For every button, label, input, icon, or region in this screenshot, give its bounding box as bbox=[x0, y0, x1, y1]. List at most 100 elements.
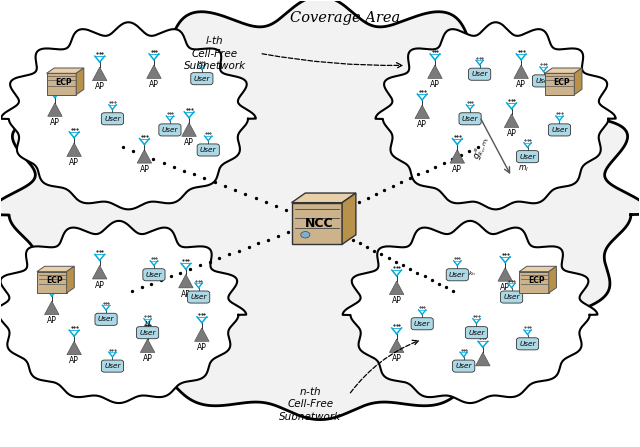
Text: ECP: ECP bbox=[554, 78, 570, 87]
Text: User: User bbox=[414, 321, 431, 327]
Polygon shape bbox=[92, 266, 107, 279]
FancyBboxPatch shape bbox=[136, 327, 159, 339]
Polygon shape bbox=[0, 0, 640, 420]
Text: AP: AP bbox=[95, 281, 104, 290]
Polygon shape bbox=[47, 68, 84, 73]
Text: User: User bbox=[456, 363, 472, 369]
FancyBboxPatch shape bbox=[95, 313, 117, 325]
Polygon shape bbox=[342, 193, 356, 245]
FancyBboxPatch shape bbox=[197, 144, 220, 156]
FancyBboxPatch shape bbox=[446, 269, 468, 281]
Text: User: User bbox=[104, 116, 121, 122]
Text: AP: AP bbox=[392, 296, 401, 305]
Text: User: User bbox=[146, 272, 162, 278]
Polygon shape bbox=[376, 22, 616, 209]
Polygon shape bbox=[291, 193, 356, 202]
Polygon shape bbox=[545, 68, 582, 73]
FancyBboxPatch shape bbox=[516, 338, 539, 350]
Text: AP: AP bbox=[417, 120, 427, 129]
Text: AP: AP bbox=[50, 118, 60, 127]
Text: User: User bbox=[162, 127, 178, 133]
Text: AP: AP bbox=[95, 82, 104, 91]
Polygon shape bbox=[514, 65, 529, 79]
Text: User: User bbox=[535, 78, 552, 84]
FancyBboxPatch shape bbox=[459, 113, 481, 125]
Text: User: User bbox=[519, 341, 536, 347]
Text: $u$: $u$ bbox=[144, 319, 151, 328]
Circle shape bbox=[301, 232, 310, 238]
Text: AP: AP bbox=[507, 129, 516, 138]
Text: ECP: ECP bbox=[528, 276, 545, 285]
FancyBboxPatch shape bbox=[159, 124, 181, 136]
Polygon shape bbox=[498, 268, 513, 281]
Polygon shape bbox=[389, 339, 404, 353]
Text: $m_l$: $m_l$ bbox=[518, 163, 529, 174]
Polygon shape bbox=[389, 281, 404, 295]
Text: ECP: ECP bbox=[46, 276, 63, 285]
Text: User: User bbox=[140, 330, 156, 336]
Polygon shape bbox=[342, 221, 598, 403]
Text: AP: AP bbox=[452, 165, 462, 174]
FancyBboxPatch shape bbox=[101, 113, 124, 125]
Text: User: User bbox=[104, 363, 121, 369]
FancyBboxPatch shape bbox=[191, 73, 213, 85]
Polygon shape bbox=[450, 150, 465, 163]
Text: AP: AP bbox=[197, 343, 207, 352]
Polygon shape bbox=[37, 272, 67, 293]
FancyBboxPatch shape bbox=[500, 291, 523, 303]
Text: User: User bbox=[551, 127, 568, 133]
Polygon shape bbox=[519, 266, 556, 272]
FancyBboxPatch shape bbox=[411, 318, 433, 330]
Text: User: User bbox=[468, 330, 484, 336]
Polygon shape bbox=[67, 341, 81, 355]
Polygon shape bbox=[548, 266, 556, 293]
FancyBboxPatch shape bbox=[465, 327, 488, 339]
Text: $l$-th
Cell-Free
Subnetwork: $l$-th Cell-Free Subnetwork bbox=[184, 34, 246, 71]
Text: AP: AP bbox=[392, 354, 401, 363]
Polygon shape bbox=[195, 328, 209, 342]
Polygon shape bbox=[415, 105, 429, 118]
FancyBboxPatch shape bbox=[548, 124, 570, 136]
Polygon shape bbox=[147, 65, 161, 79]
Text: User: User bbox=[503, 294, 520, 300]
Polygon shape bbox=[504, 114, 519, 127]
Text: Coverage Area: Coverage Area bbox=[291, 11, 401, 25]
Polygon shape bbox=[67, 266, 74, 293]
Polygon shape bbox=[47, 73, 76, 95]
Polygon shape bbox=[428, 65, 442, 79]
Polygon shape bbox=[48, 103, 62, 116]
Polygon shape bbox=[519, 272, 548, 293]
Text: AP: AP bbox=[47, 316, 57, 325]
Text: NCC: NCC bbox=[305, 217, 333, 230]
Text: AP: AP bbox=[69, 356, 79, 366]
Text: AP: AP bbox=[184, 138, 194, 147]
FancyBboxPatch shape bbox=[143, 269, 165, 281]
Polygon shape bbox=[0, 221, 246, 403]
Polygon shape bbox=[476, 352, 490, 366]
Polygon shape bbox=[92, 67, 107, 80]
Polygon shape bbox=[179, 274, 193, 288]
Text: AP: AP bbox=[143, 354, 152, 363]
FancyBboxPatch shape bbox=[188, 291, 210, 303]
Text: ECP: ECP bbox=[56, 78, 72, 87]
Polygon shape bbox=[67, 143, 81, 156]
Polygon shape bbox=[545, 73, 574, 95]
Text: AP: AP bbox=[149, 80, 159, 89]
Text: User: User bbox=[519, 154, 536, 160]
Polygon shape bbox=[182, 123, 196, 136]
Text: AP: AP bbox=[69, 158, 79, 167]
Polygon shape bbox=[45, 301, 59, 315]
FancyBboxPatch shape bbox=[101, 360, 124, 372]
Text: AP: AP bbox=[140, 165, 149, 174]
FancyBboxPatch shape bbox=[532, 75, 555, 87]
Text: AP: AP bbox=[430, 80, 440, 89]
Text: User: User bbox=[98, 316, 115, 322]
Polygon shape bbox=[37, 266, 74, 272]
Text: User: User bbox=[472, 71, 488, 77]
Polygon shape bbox=[76, 68, 84, 95]
Polygon shape bbox=[574, 68, 582, 95]
Text: User: User bbox=[191, 294, 207, 300]
FancyBboxPatch shape bbox=[516, 151, 539, 163]
FancyBboxPatch shape bbox=[468, 68, 491, 80]
FancyBboxPatch shape bbox=[452, 360, 475, 372]
